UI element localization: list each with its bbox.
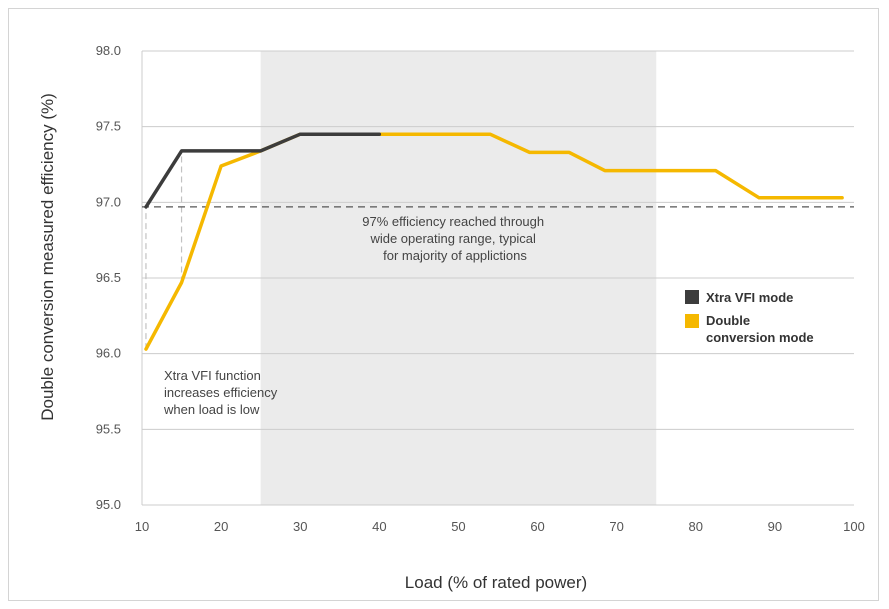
y-tick-label: 97.5 xyxy=(96,119,121,134)
x-tick-label: 60 xyxy=(530,519,544,534)
annotation-wide-range-line: 97% efficiency reached through xyxy=(362,214,544,229)
series-line-xtra-vfi xyxy=(144,132,382,209)
annotation-low-load-line: increases efficiency xyxy=(164,385,278,400)
y-axis-title: Double conversion measured efficiency (%… xyxy=(38,93,57,421)
series-line-double-conversion xyxy=(144,132,844,351)
legend-label-line: conversion mode xyxy=(706,330,814,345)
legend-swatch-double-conversion xyxy=(685,314,699,328)
x-tick-label: 10 xyxy=(135,519,149,534)
x-tick-label: 100 xyxy=(843,519,865,534)
legend-swatch-xtra-vfi xyxy=(685,290,699,304)
x-tick-label: 90 xyxy=(768,519,782,534)
legend: Xtra VFI mode Double conversion mode xyxy=(685,290,814,345)
y-tick-label: 96.0 xyxy=(96,346,121,361)
annotation-low-load: Xtra VFI function increases efficiency w… xyxy=(163,368,281,417)
x-tick-label: 70 xyxy=(609,519,623,534)
x-tick-label: 50 xyxy=(451,519,465,534)
y-tick-label: 95.0 xyxy=(96,497,121,512)
annotation-low-load-line: Xtra VFI function xyxy=(164,368,261,383)
annotation-low-load-line: when load is low xyxy=(163,402,260,417)
annotation-wide-range-line: wide operating range, typical xyxy=(369,231,536,246)
annotation-wide-range: 97% efficiency reached through wide oper… xyxy=(362,214,548,263)
legend-label-xtra-vfi: Xtra VFI mode xyxy=(706,290,793,305)
legend-label-double-conversion: Double conversion mode xyxy=(706,313,814,345)
x-tick-label: 20 xyxy=(214,519,228,534)
x-tick-label: 40 xyxy=(372,519,386,534)
x-tick-label: 80 xyxy=(689,519,703,534)
x-axis-title: Load (% of rated power) xyxy=(405,573,587,592)
y-tick-label: 96.5 xyxy=(96,270,121,285)
annotation-wide-range-line: for majority of applictions xyxy=(383,248,527,263)
x-tick-label: 30 xyxy=(293,519,307,534)
y-tick-label: 98.0 xyxy=(96,43,121,58)
y-tick-label: 95.5 xyxy=(96,421,121,436)
chart-frame: 95.0 95.5 96.0 96.5 97.0 97.5 98.0 10 20 30 40 50 6… xyxy=(8,8,879,601)
y-tick-label: 97.0 xyxy=(96,194,121,209)
legend-label-line: Double xyxy=(706,313,750,328)
efficiency-chart: 95.0 95.5 96.0 96.5 97.0 97.5 98.0 10 20 30 40 50 6… xyxy=(38,43,865,592)
